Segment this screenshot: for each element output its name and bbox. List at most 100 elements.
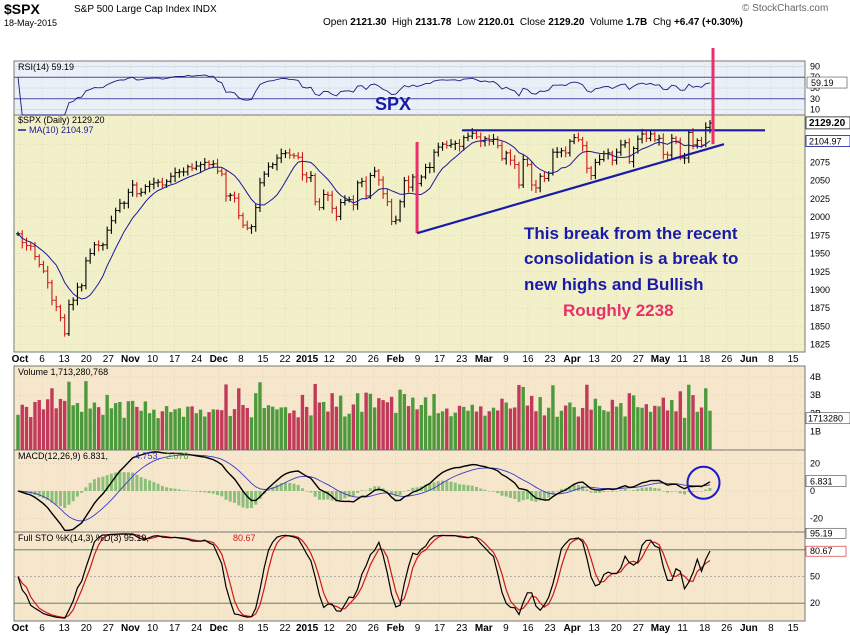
volume-bar: [377, 398, 381, 450]
price-bar: [241, 212, 246, 229]
x-tick-label: Jun: [740, 623, 758, 634]
volume-bar: [186, 406, 190, 450]
volume-bar: [215, 409, 220, 450]
ohlc-readout: Open 2121.30 High 2131.78 Low 2120.01 Cl…: [323, 17, 743, 28]
x-tick-label: 18: [699, 354, 711, 365]
price-bar: [24, 237, 29, 251]
macd-histogram-bar: [470, 485, 474, 491]
volume-bar: [46, 399, 50, 450]
macd-histogram-bar: [228, 491, 232, 502]
price-bar: [20, 230, 25, 249]
x-tick-label: 15: [257, 623, 269, 634]
macd-histogram-bar: [462, 484, 466, 491]
macd-histogram-bar: [58, 491, 62, 507]
price-bar: [410, 174, 415, 192]
volume-bar: [355, 393, 360, 450]
price-bar: [198, 161, 203, 172]
volume-bar: [130, 400, 135, 450]
price-bar: [631, 146, 636, 168]
price-bar: [385, 188, 390, 207]
annot-macd-circle: [686, 465, 721, 500]
macd-histogram-bar: [169, 488, 173, 491]
x-tick-label: 17: [169, 623, 181, 634]
macd-histogram-bar: [343, 491, 347, 499]
macd-histogram-bar: [71, 491, 75, 502]
annot-text-line2: consolidation is a break to: [524, 249, 738, 268]
sto-k-last-value: 95.19: [810, 528, 833, 538]
volume-bar: [597, 405, 602, 450]
price-bar: [79, 283, 84, 292]
volume-bar: [368, 393, 373, 450]
macd-histogram-bar: [615, 491, 619, 492]
volume-bar: [606, 411, 610, 450]
volume-bar: [538, 397, 542, 450]
stockcharts-logo: © StockCharts.com: [742, 3, 829, 14]
macd-histogram-bar: [241, 491, 245, 508]
chart-header: $SPX S&P 500 Large Cap Index INDX 18-May…: [0, 0, 850, 30]
macd-histogram-bar: [458, 484, 462, 491]
x-tick-label: Dec: [210, 623, 229, 634]
volume-bar: [20, 404, 24, 450]
macd-histogram-bar: [84, 487, 88, 491]
price-bar: [274, 154, 279, 171]
x-tick-label: 20: [346, 354, 358, 365]
x-tick-label: 24: [191, 623, 203, 634]
volume-bar: [653, 405, 657, 450]
price-bar: [28, 242, 33, 251]
price-bar: [253, 203, 258, 232]
price-last-box: [805, 116, 850, 130]
macd-histogram-bar: [326, 491, 330, 500]
volume-last-value: 1713280: [808, 414, 843, 424]
price-bar: [635, 135, 640, 154]
macd-histogram-bar: [41, 491, 45, 499]
macd-histogram-bar: [644, 487, 648, 491]
x-tick-label: Jun: [740, 354, 758, 365]
annot-trendline-rising: [416, 143, 725, 235]
volume-bar: [360, 411, 364, 450]
volume-bar: [126, 401, 131, 450]
x-tick-label: Nov: [121, 623, 140, 634]
price-bar: [202, 158, 207, 170]
volume-bar: [372, 407, 377, 450]
volume-tick-label: 1B: [810, 427, 821, 437]
volume-bar: [37, 400, 41, 450]
volume-bar: [580, 408, 585, 450]
price-bar: [648, 129, 653, 142]
price-bar: [432, 149, 437, 173]
x-tick-label: Oct: [12, 354, 29, 365]
price-bar: [304, 171, 309, 183]
x-tick-label: 27: [633, 354, 645, 365]
price-bar: [440, 141, 445, 151]
x-tick-label: 27: [103, 354, 115, 365]
x-tick-label: 9: [415, 354, 421, 365]
volume-bar: [428, 415, 432, 450]
price-bar: [521, 155, 526, 188]
macd-histogram-bar: [300, 488, 304, 491]
volume-bar: [71, 405, 75, 450]
price-bar: [287, 148, 292, 159]
macd-histogram-bar: [517, 491, 521, 502]
price-bar: [37, 254, 42, 268]
price-bar: [62, 314, 67, 337]
volume-bar: [288, 413, 292, 450]
volume-bar: [521, 386, 525, 450]
macd-histogram-bar: [585, 489, 589, 491]
price-bar: [291, 152, 296, 159]
x-tick-label: 16: [522, 354, 534, 365]
price-bar: [372, 166, 377, 178]
price-bar: [143, 184, 148, 195]
macd-histogram-bar: [491, 491, 495, 492]
x-tick-label: 9: [503, 354, 509, 365]
price-bar: [160, 177, 165, 189]
macd-histogram-bar: [63, 491, 67, 509]
macd-histogram-bar: [602, 491, 606, 492]
macd-histogram-bar: [313, 491, 317, 497]
volume-bar: [62, 400, 67, 450]
x-tick-label: 23: [456, 354, 468, 365]
macd-histogram-bar: [661, 490, 665, 492]
macd-histogram-bar: [152, 482, 156, 491]
price-bar: [657, 134, 662, 146]
volume-bar: [245, 408, 249, 450]
price-bar: [525, 157, 530, 167]
macd-histogram-bar: [334, 491, 338, 502]
